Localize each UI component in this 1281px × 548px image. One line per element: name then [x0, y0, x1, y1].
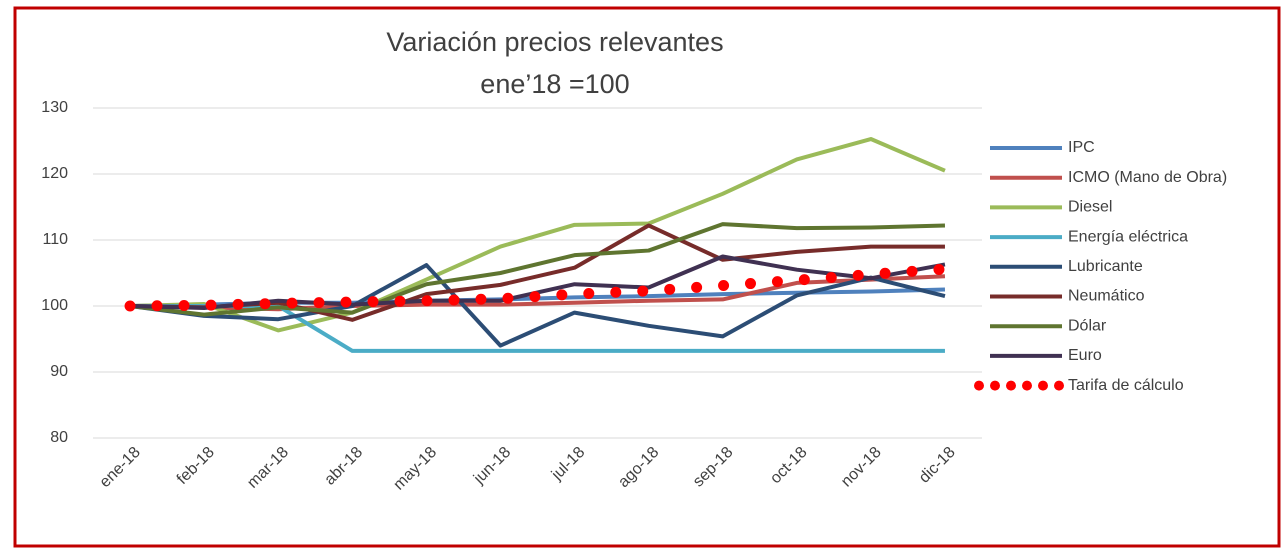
y-tick-label: 110	[42, 231, 68, 248]
legend-label: Tarifa de cálculo	[1068, 377, 1184, 394]
y-tick-label: 120	[41, 165, 68, 182]
chart-subtitle: ene’18 =100	[480, 69, 629, 99]
frame	[13, 6, 1281, 548]
series-line	[129, 137, 946, 333]
y-tick-label: 130	[41, 99, 68, 116]
y-tick-label: 100	[41, 297, 68, 314]
legend-label: Neumático	[1068, 288, 1145, 305]
legend-label: Energía eléctrica	[1068, 228, 1188, 245]
legend-label: Lubricante	[1068, 258, 1143, 275]
legend-label: Dólar	[1068, 317, 1107, 334]
legend-label: Euro	[1068, 347, 1102, 364]
y-tick-label: 80	[50, 429, 68, 446]
series-line	[124, 263, 951, 312]
y-tick-label: 90	[50, 363, 68, 380]
legend-label: ICMO (Mano de Obra)	[1068, 169, 1227, 186]
series-line	[129, 263, 946, 348]
legend-label: Diesel	[1068, 199, 1112, 216]
chart-title: Variación precios relevantes	[386, 27, 723, 57]
legend-label: IPC	[1068, 139, 1095, 156]
